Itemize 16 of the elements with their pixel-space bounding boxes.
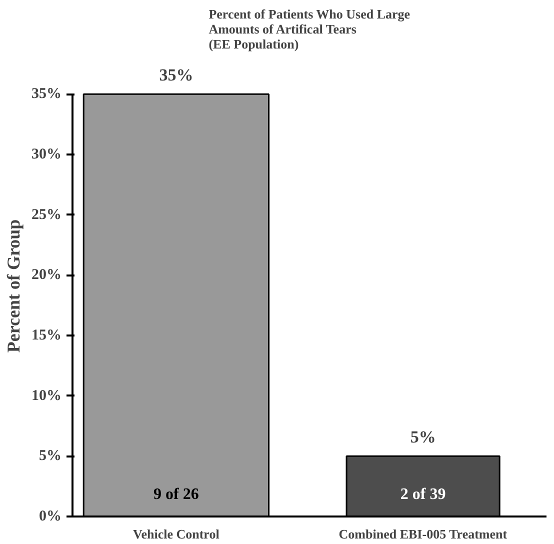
y-tick-label: 10% bbox=[32, 388, 62, 404]
y-tick-label: 30% bbox=[32, 146, 62, 162]
y-tick-label: 0% bbox=[39, 508, 62, 524]
data-label: 35% bbox=[159, 65, 194, 84]
y-tick-label: 35% bbox=[32, 86, 62, 102]
y-tick-label: 25% bbox=[32, 206, 62, 223]
annotation: 9 of 26 bbox=[154, 486, 199, 503]
y-tick-label: 20% bbox=[32, 267, 62, 284]
y-axis-title: Percent of Group bbox=[4, 219, 24, 353]
y-tick-label: 5% bbox=[39, 448, 62, 464]
x-tick-label: Combined EBI-005 Treatment bbox=[338, 526, 508, 542]
chart-title: Percent of Patients Who Used Large Amounts of Artifical Tears (EE Population) bbox=[208, 6, 410, 52]
y-tick-label: 15% bbox=[32, 327, 62, 344]
data-label: 5% bbox=[410, 428, 436, 447]
x-tick-label: Vehicle Control bbox=[133, 526, 220, 542]
annotation: 2 of 39 bbox=[400, 486, 446, 503]
